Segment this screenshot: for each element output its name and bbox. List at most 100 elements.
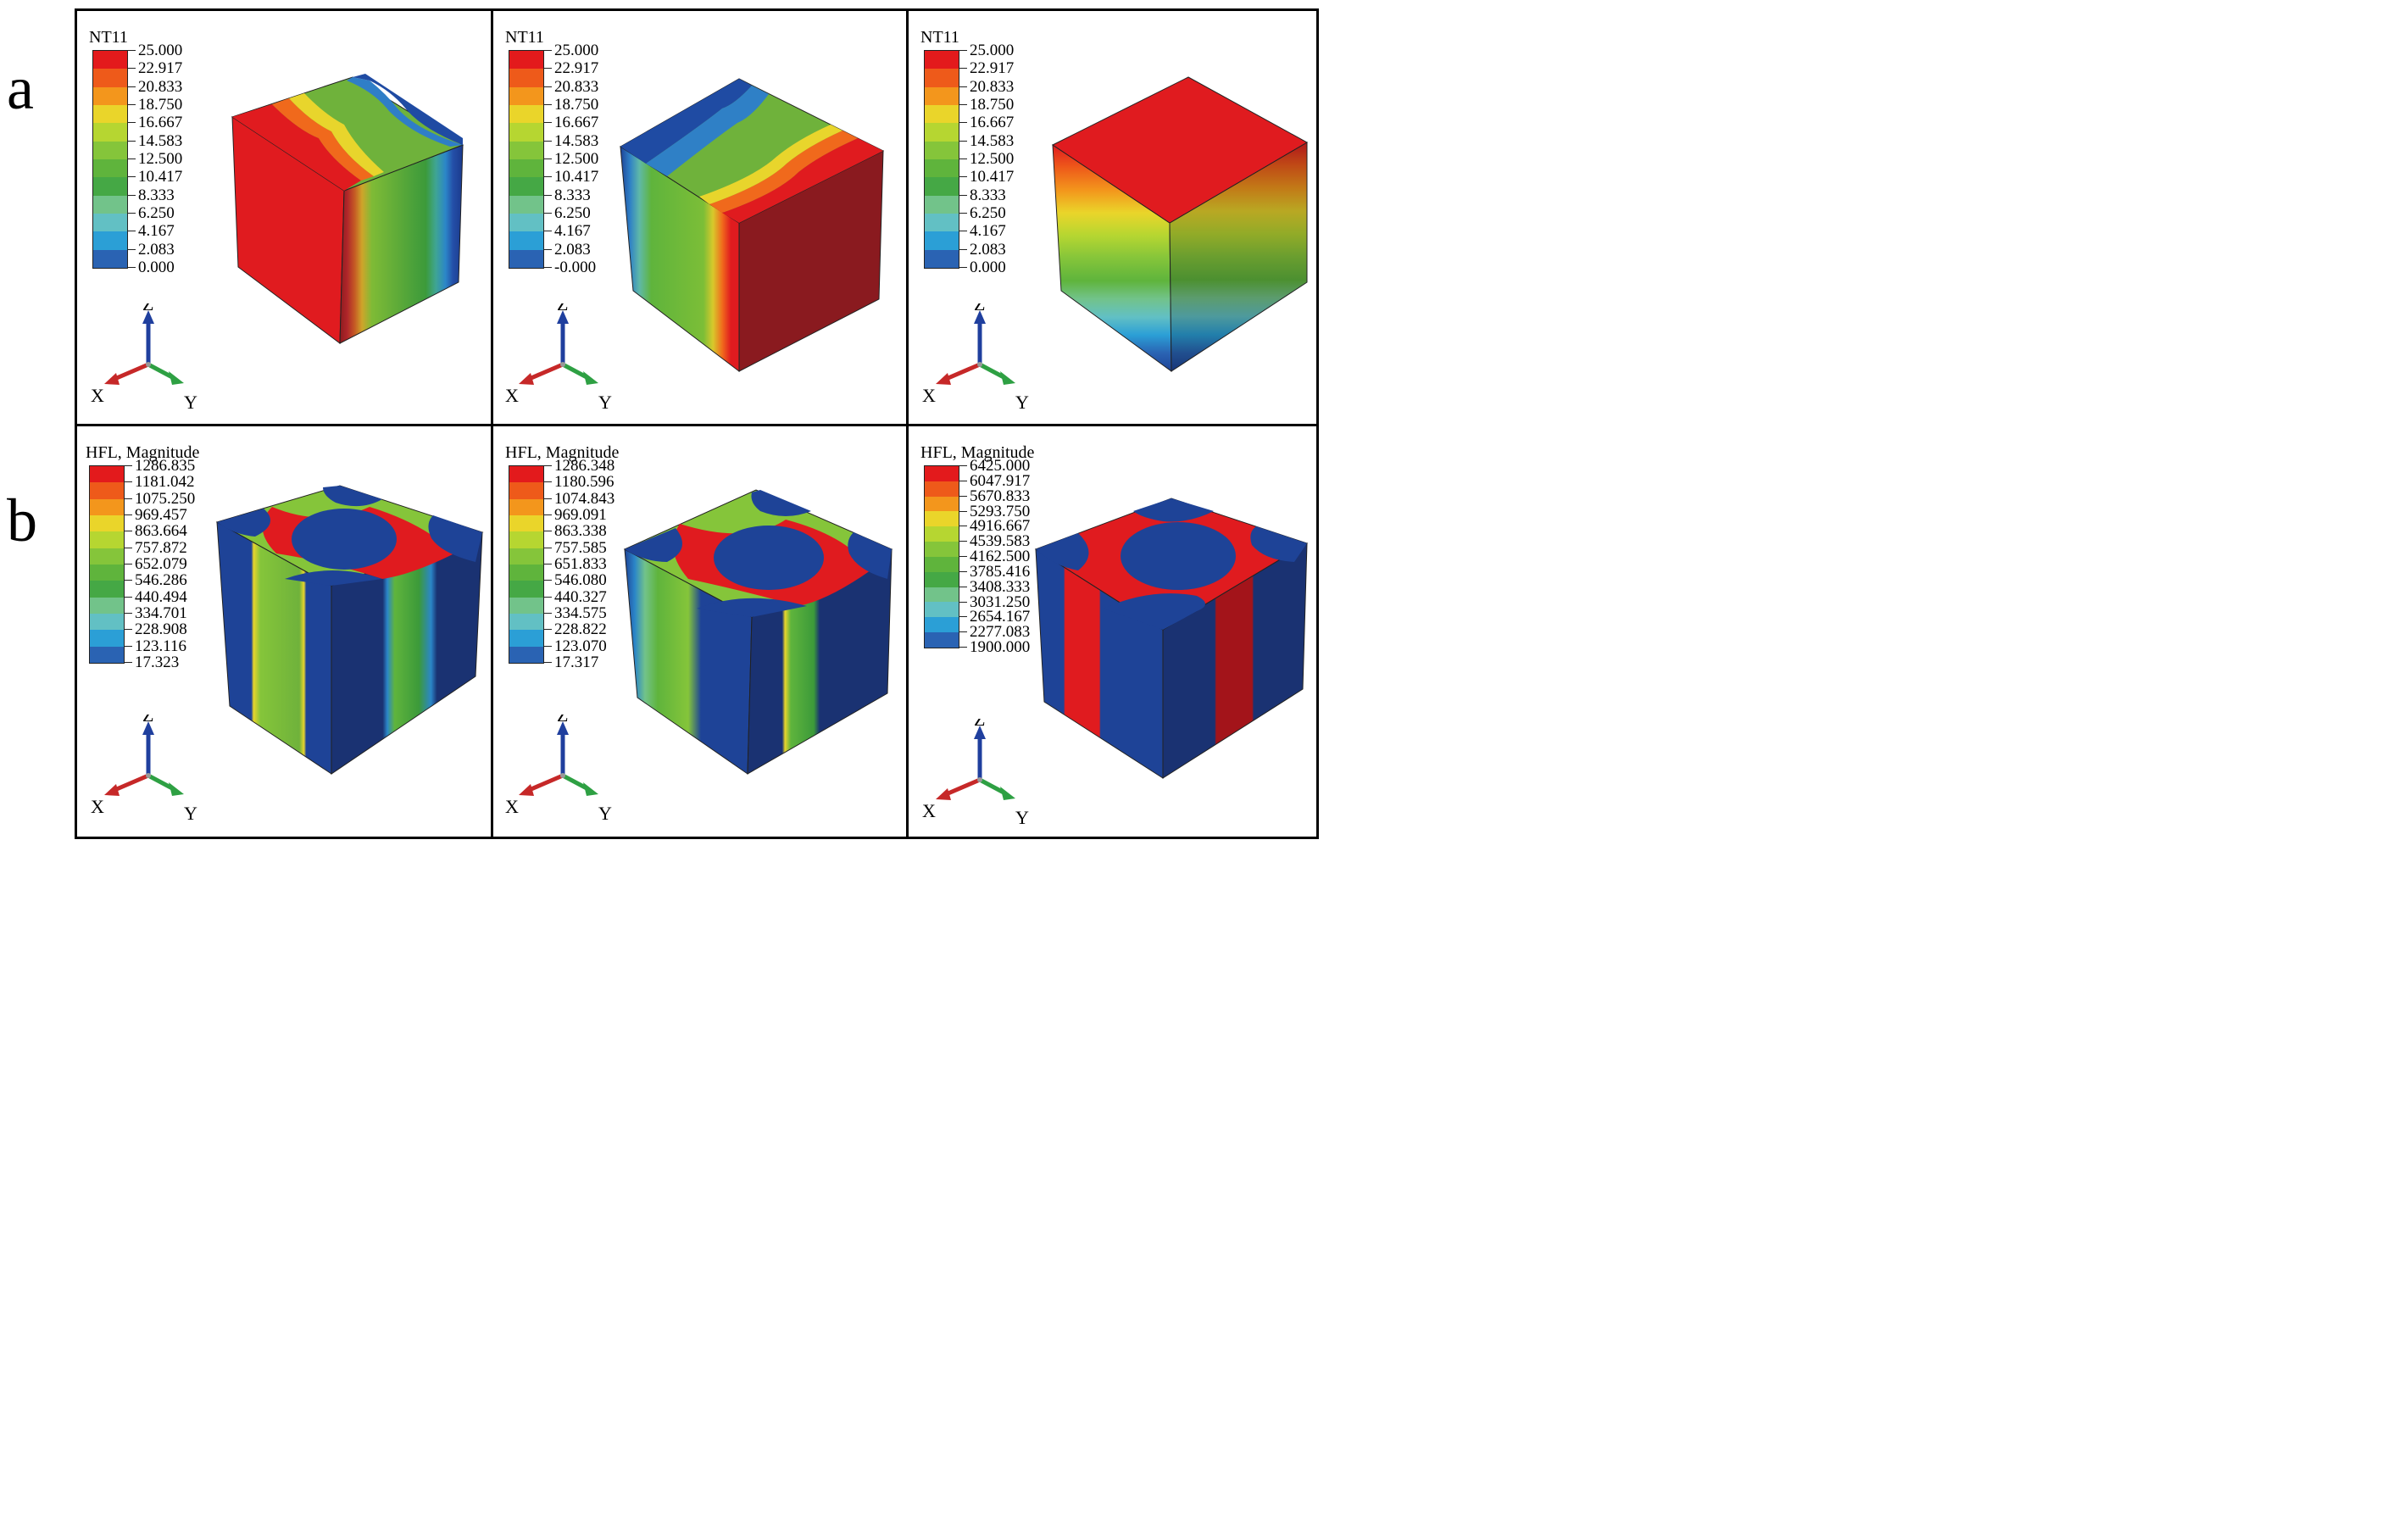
color-scale	[509, 50, 544, 269]
fiber-corner-right	[848, 532, 892, 579]
color-band	[925, 69, 959, 87]
legend-tick-label: 6.250	[128, 204, 175, 222]
legend-tick-label: 6425.000	[959, 457, 1031, 475]
z-axis-label: Z	[557, 715, 568, 726]
color-band	[925, 526, 959, 542]
color-band	[925, 141, 959, 159]
contour-band-blue	[347, 77, 463, 147]
legend-b2: HFL, Magnitude 1286.348 1180.596 1074.843 9…	[505, 443, 632, 670]
legend-tick-label: 0.000	[959, 259, 1006, 276]
legend-tick-label: 757.872	[125, 538, 187, 557]
legend-tick-label: 4.167	[128, 222, 175, 241]
legend-tick-label: 14.583	[127, 131, 183, 150]
legend-body: 1286.835 1181.042 1075.250 969.457 863.664 75…	[86, 458, 213, 670]
fiber-corner-left	[1036, 533, 1089, 570]
color-band	[509, 177, 543, 196]
legend-tick-label: 18.750	[127, 96, 183, 114]
legend-tick-label: 10.417	[543, 168, 599, 186]
color-band	[509, 51, 543, 70]
legend-tick-label: 16.667	[543, 114, 599, 132]
legend-tick-label: 757.585	[544, 538, 607, 557]
panel-b1: HFL, Magnitude 1286.835 1181.042 1075.250 9…	[77, 426, 491, 837]
legend-tick-label: 546.080	[544, 571, 607, 590]
cube-b2	[623, 489, 893, 775]
contour-band-red	[232, 104, 361, 191]
legend-tick-label: -0.000	[543, 259, 597, 276]
panel-b3: HFL, Magnitude 6425.000 6047.917 5670.833 5…	[909, 426, 1319, 837]
legend-body: 25.000 22.917 20.833 18.750 16.667 14.583 12.5…	[505, 42, 632, 276]
legend-tick-label: 440.327	[544, 587, 607, 606]
legend-tick-label: 20.833	[959, 77, 1015, 96]
fiber-corner-front	[1104, 593, 1205, 630]
legend-title: HFL, Magnitude	[920, 443, 1035, 462]
y-axis-arrowhead	[1000, 787, 1015, 800]
legend-tick-label: 2654.167	[959, 608, 1031, 626]
cube-a1	[231, 74, 464, 344]
z-axis-label: Z	[974, 719, 985, 730]
color-band	[93, 177, 127, 196]
fiber-center	[714, 526, 824, 590]
legend-tick-label: 8.333	[544, 186, 591, 204]
legend-tick-label: 22.917	[127, 59, 183, 78]
color-band	[93, 51, 127, 70]
fiber-center	[1121, 522, 1236, 590]
color-band	[93, 159, 127, 178]
y-axis-arrowhead	[583, 782, 598, 796]
color-band	[93, 104, 127, 124]
x-axis-arrowhead	[104, 784, 120, 796]
color-band	[925, 571, 959, 587]
color-band	[509, 597, 543, 614]
legend-tick-label: 14.583	[959, 131, 1015, 150]
color-band	[925, 587, 959, 603]
contour-band-yellow	[699, 125, 843, 204]
color-band	[90, 564, 124, 581]
row-label-a: a	[7, 54, 34, 122]
fiber-corner-right	[428, 515, 482, 562]
contour-band-darkblue	[620, 79, 752, 164]
y-axis-line	[147, 362, 175, 381]
legend-tick-label: 4162.500	[959, 548, 1031, 565]
legend-tick-label: 123.116	[124, 637, 187, 655]
color-band	[93, 231, 127, 250]
z-axis-arrowhead	[557, 310, 569, 324]
contour-band-blue	[646, 86, 769, 176]
legend-tick-label: 123.070	[544, 637, 607, 655]
color-band	[925, 542, 959, 557]
color-band	[925, 602, 959, 618]
color-band	[925, 86, 959, 105]
color-band	[509, 564, 543, 581]
color-band	[90, 597, 124, 614]
legend-tick-label: 228.822	[544, 620, 607, 639]
fiber-center	[292, 509, 397, 570]
color-band	[509, 498, 543, 515]
color-band	[509, 249, 543, 268]
y-axis-line	[978, 362, 1007, 381]
color-band	[93, 123, 127, 142]
legend-tick-label: 18.750	[543, 96, 599, 114]
legend-tick-label: 863.664	[125, 522, 187, 541]
axis-origin	[977, 362, 982, 367]
legend-tick-label: 1900.000	[959, 638, 1031, 656]
divider-vertical-2	[906, 11, 909, 837]
legend-tick-label: 16.667	[959, 114, 1015, 132]
color-band	[509, 69, 543, 87]
color-band	[90, 514, 124, 532]
color-band	[925, 231, 959, 250]
legend-tick-label: 4.167	[959, 222, 1006, 241]
x-axis-label: X	[505, 385, 519, 406]
legend-tick-label: 969.091	[544, 506, 607, 524]
axis-origin	[560, 362, 565, 367]
color-band	[925, 177, 959, 196]
legend-title: NT11	[920, 28, 959, 47]
cube-a3	[1052, 76, 1309, 372]
color-band	[509, 581, 543, 598]
y-axis-line	[561, 362, 590, 381]
legend-tick-label: 12.500	[543, 150, 599, 168]
legend-tick-label: 18.750	[959, 96, 1015, 114]
z-axis-label: Z	[974, 303, 985, 314]
color-band	[925, 617, 959, 633]
x-axis-label: X	[91, 796, 104, 817]
y-axis-arrowhead	[169, 371, 184, 385]
y-axis-label: Y	[184, 392, 197, 413]
legend-tick-label: 16.667	[127, 114, 183, 132]
